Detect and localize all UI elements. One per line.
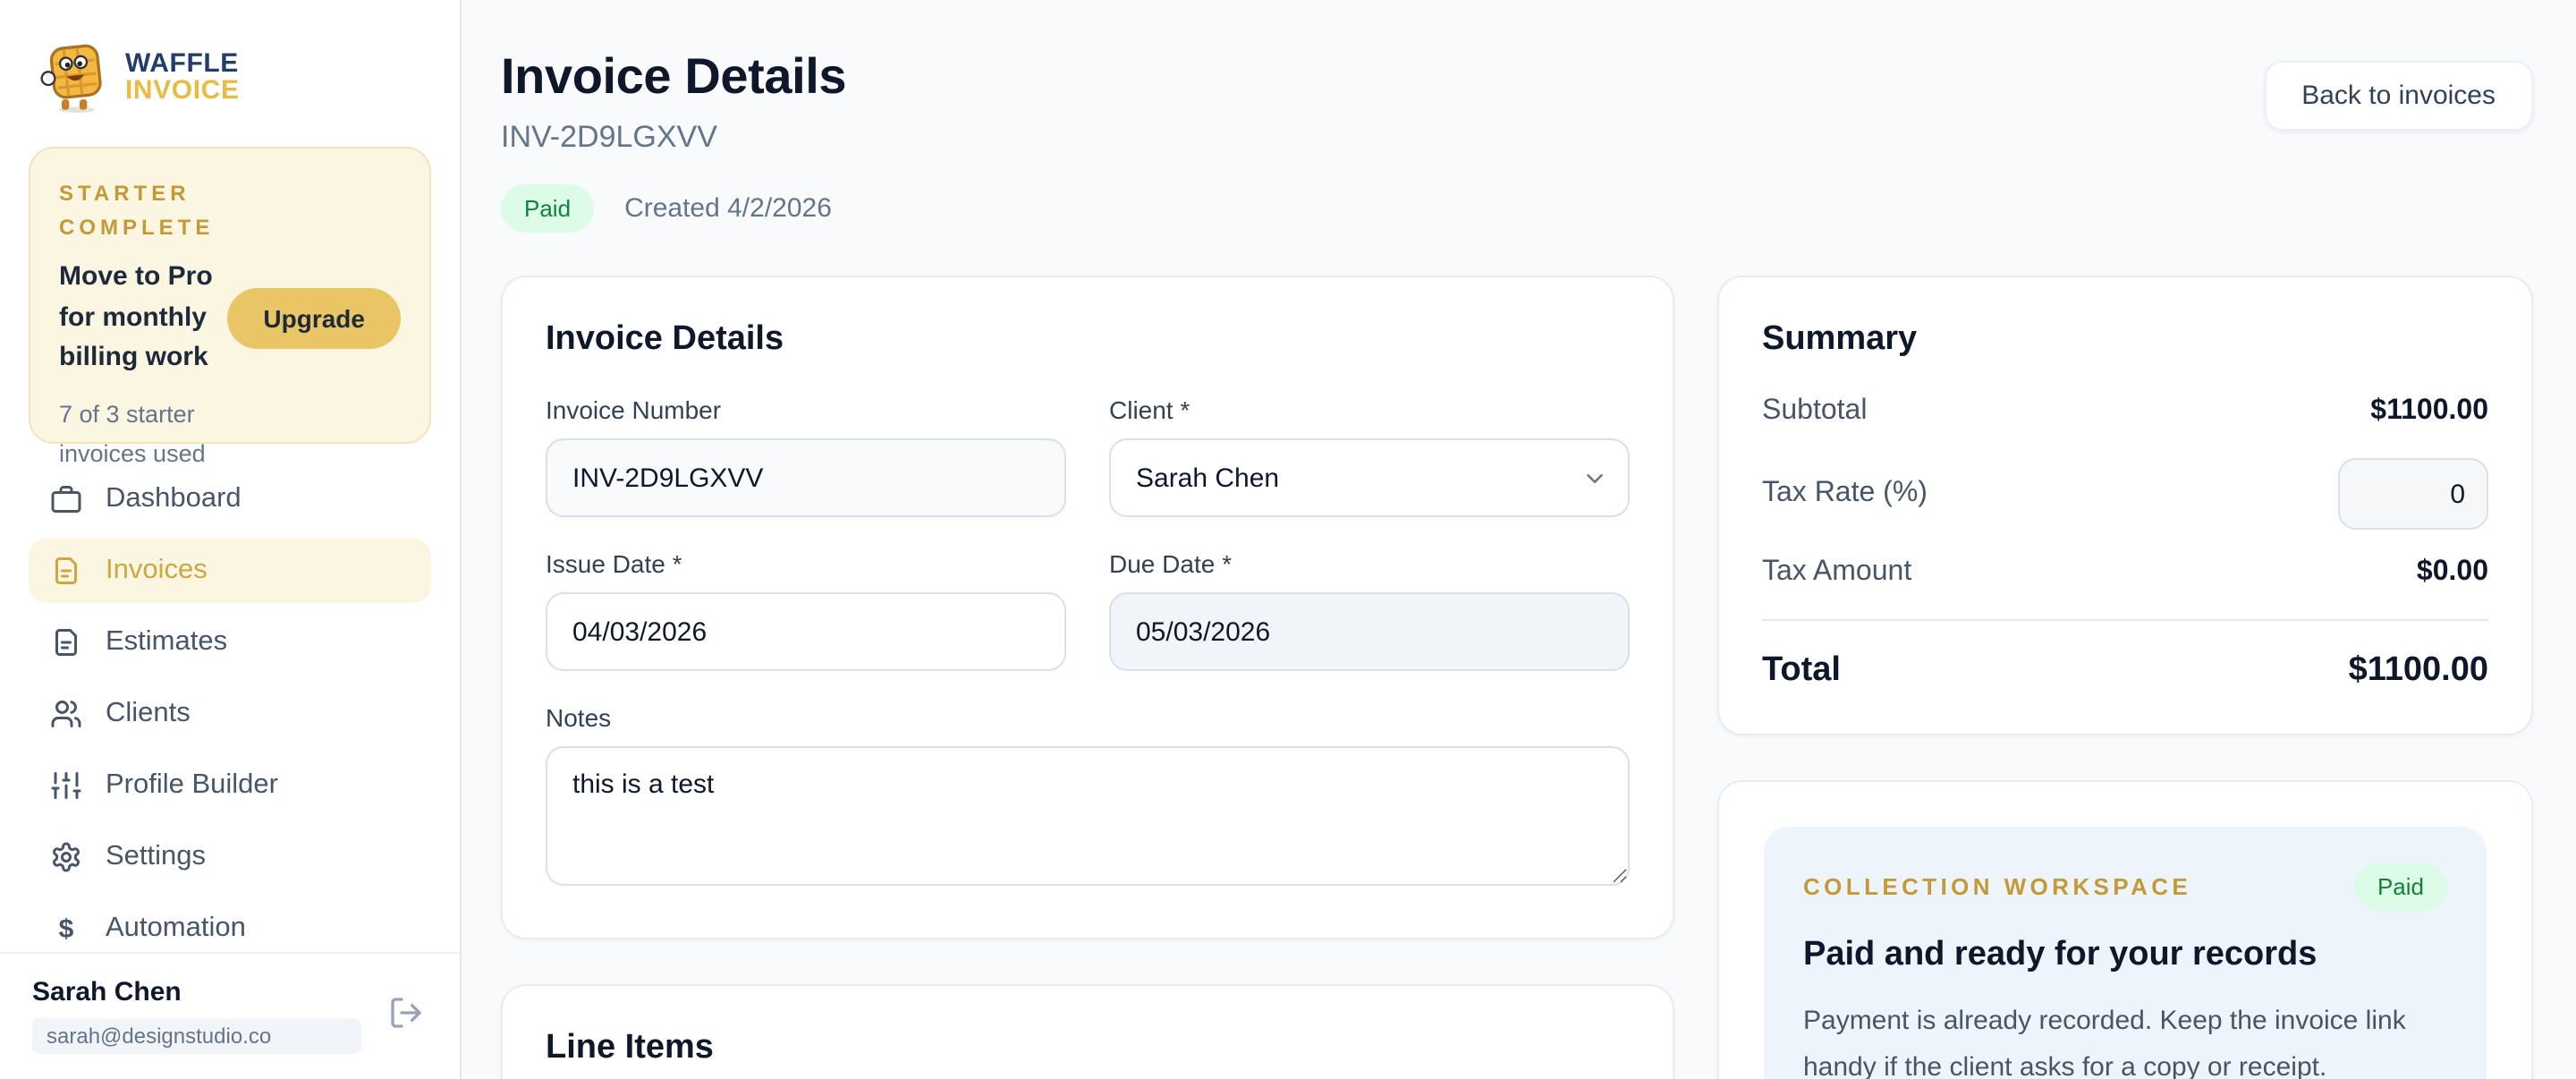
collection-workspace-card: COLLECTION WORKSPACE Paid Paid and ready… — [1717, 780, 2533, 1079]
sidebar-item-label: Clients — [106, 698, 191, 728]
invoice-number-label: Invoice Number — [546, 395, 722, 424]
total-value: $1100.00 — [2348, 651, 2488, 689]
tax-amount-row: Tax Amount $0.00 — [1762, 556, 2488, 589]
sidebar-item-clients[interactable]: Clients — [29, 682, 431, 746]
sidebar-item-label: Estimates — [106, 626, 228, 657]
tax-amount-label: Tax Amount — [1762, 556, 1912, 587]
issue-date-field: Issue Date * — [546, 549, 1066, 671]
sidebar-item-label: Invoices — [106, 555, 208, 585]
client-select[interactable]: Sarah Chen — [1109, 438, 1630, 517]
collection-body: Payment is already recorded. Keep the in… — [1803, 1006, 2406, 1079]
summary-divider — [1762, 619, 2488, 621]
plan-eyebrow: STARTER COMPLETE — [59, 181, 215, 240]
total-row: Total $1100.00 — [1762, 651, 2488, 691]
total-label: Total — [1762, 651, 1841, 689]
sidebar-item-label: Profile Builder — [106, 769, 278, 800]
created-date: Created 4/2/2026 — [624, 193, 832, 224]
sidebar-nav: Dashboard Invoices Estimates Clients Pro… — [0, 467, 460, 961]
collection-paid-badge: Paid — [2353, 862, 2447, 911]
app-logo: WAFFLE INVOICE — [0, 0, 460, 140]
tax-amount-value: $0.00 — [2416, 556, 2488, 587]
sidebar-item-dashboard[interactable]: Dashboard — [29, 467, 431, 531]
card-title: Summary — [1762, 320, 1918, 358]
subtotal-label: Subtotal — [1762, 395, 1868, 426]
card-title: Invoice Details — [546, 320, 784, 358]
main-content: Invoice Details INV-2D9LGXVV Back to inv… — [462, 0, 2576, 1079]
upgrade-button[interactable]: Upgrade — [227, 287, 401, 349]
issue-date-input[interactable] — [546, 592, 1066, 671]
logout-button[interactable] — [385, 991, 428, 1040]
app-name: WAFFLE INVOICE — [125, 47, 240, 106]
notes-field: Notes this is a test — [546, 703, 1630, 895]
sidebar-item-label: Settings — [106, 841, 207, 871]
collection-title: Paid and ready for your records — [1803, 936, 2318, 973]
sidebar-user-section: Sarah Chen sarah@designstudio.co — [0, 952, 460, 1079]
subtotal-value: $1100.00 — [2370, 395, 2488, 426]
collection-eyebrow: COLLECTION WORKSPACE — [1803, 873, 2192, 900]
plan-upsell-card: STARTER COMPLETE Move to Pro for monthly… — [29, 147, 431, 467]
sidebar-item-label: Automation — [106, 913, 246, 943]
plan-usage-text: 7 of 3 starter invoices used — [59, 400, 206, 467]
app-name-line2: INVOICE — [125, 75, 240, 106]
gear-icon — [53, 842, 80, 872]
logout-icon — [391, 998, 421, 1028]
invoice-number-input[interactable] — [546, 438, 1066, 517]
page-title: Invoice Details — [501, 48, 847, 104]
tax-rate-row: Tax Rate (%) — [1762, 458, 2488, 530]
subtotal-row: Subtotal $1100.00 — [1762, 395, 2488, 428]
card-title: Line Items — [546, 1029, 714, 1066]
sidebar-item-label: Dashboard — [106, 483, 242, 514]
invoice-number-field: Invoice Number — [546, 395, 1066, 517]
users-icon — [51, 701, 81, 727]
invoice-number-subtitle: INV-2D9LGXVV — [501, 120, 717, 154]
sidebar: WAFFLE INVOICE STARTER COMPLETE Move to … — [0, 0, 462, 1079]
briefcase-icon — [51, 486, 81, 513]
waffle-mascot-icon — [40, 44, 102, 113]
tax-rate-label: Tax Rate (%) — [1762, 478, 1928, 508]
back-to-invoices-button[interactable]: Back to invoices — [2264, 61, 2533, 131]
due-date-field: Due Date * — [1109, 549, 1630, 671]
app-name-line1: WAFFLE — [125, 47, 239, 79]
plan-title: Move to Pro for monthly billing work — [59, 261, 213, 373]
page-header: Invoice Details INV-2D9LGXVV Back to inv… — [501, 48, 2533, 156]
notes-label: Notes — [546, 703, 612, 732]
sidebar-item-estimates[interactable]: Estimates — [29, 610, 431, 675]
due-date-label: Due Date * — [1109, 549, 1232, 578]
sliders-icon — [51, 772, 81, 799]
client-label: Client * — [1109, 395, 1191, 424]
user-email: sarah@designstudio.co — [32, 1018, 361, 1054]
status-row: Paid Created 4/2/2026 — [501, 184, 2533, 233]
line-items-card: Line Items — [501, 984, 1674, 1079]
user-name: Sarah Chen — [32, 977, 182, 1007]
sidebar-item-profile-builder[interactable]: Profile Builder — [29, 753, 431, 818]
sidebar-item-settings[interactable]: Settings — [29, 825, 431, 889]
sidebar-item-invoices[interactable]: Invoices — [29, 539, 431, 603]
invoice-details-card: Invoice Details Invoice Number Client * … — [501, 276, 1674, 939]
summary-card: Summary Subtotal $1100.00 Tax Rate (%) T… — [1717, 276, 2533, 735]
file-text-icon — [55, 557, 77, 584]
paid-status-badge: Paid — [501, 184, 595, 233]
dollar-sign-icon: $ — [58, 913, 74, 944]
sidebar-item-automation[interactable]: $ Automation — [29, 896, 431, 961]
client-field: Client * Sarah Chen — [1109, 395, 1630, 517]
collection-panel: COLLECTION WORKSPACE Paid Paid and ready… — [1764, 827, 2487, 1079]
issue-date-label: Issue Date * — [546, 549, 682, 578]
notes-textarea[interactable]: this is a test — [546, 746, 1630, 886]
file-text-icon — [55, 629, 77, 656]
due-date-input[interactable] — [1109, 592, 1630, 671]
tax-rate-input[interactable] — [2338, 458, 2488, 530]
